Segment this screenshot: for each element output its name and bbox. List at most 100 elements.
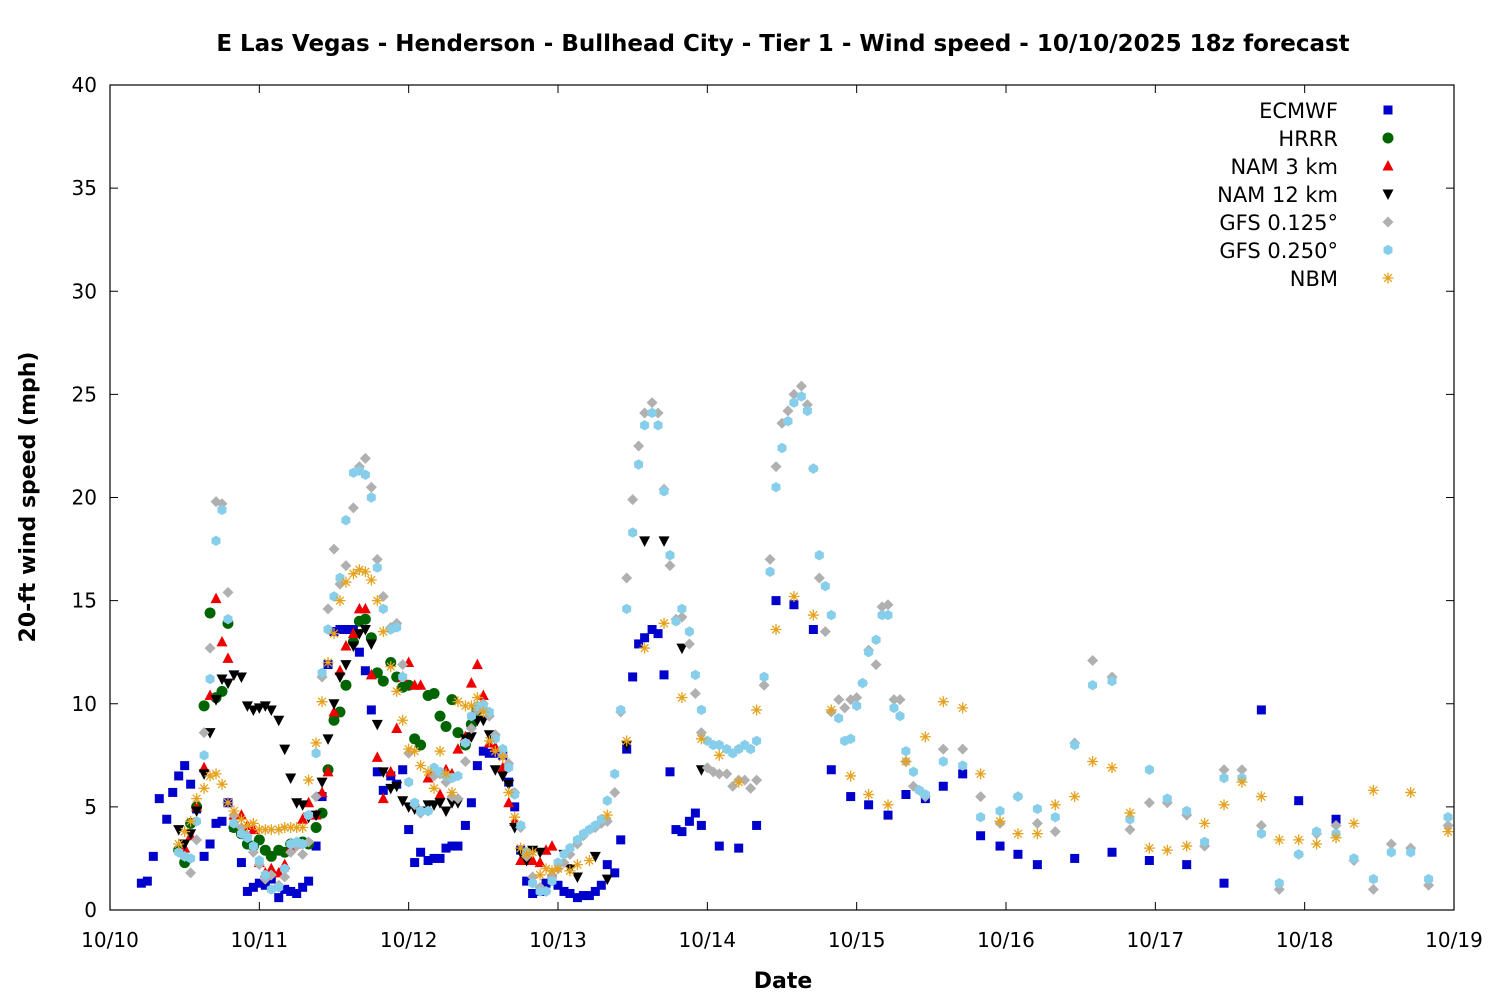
- data-point: [398, 671, 408, 683]
- data-point: [466, 798, 476, 808]
- data-point: [471, 692, 483, 704]
- legend-label: HRRR: [1278, 127, 1338, 151]
- data-point: [247, 705, 259, 716]
- data-point: [222, 652, 234, 663]
- data-point: [311, 841, 321, 851]
- data-point: [864, 647, 874, 658]
- data-point: [1144, 764, 1154, 775]
- data-point: [185, 867, 197, 879]
- data-point: [851, 692, 863, 704]
- data-point: [546, 840, 558, 851]
- data-point: [658, 536, 670, 547]
- data-point: [937, 743, 949, 755]
- data-point: [329, 591, 339, 602]
- data-point: [397, 796, 409, 807]
- data-point: [527, 854, 539, 865]
- data-point: [789, 397, 799, 408]
- data-point: [323, 624, 333, 635]
- data-point: [265, 705, 277, 716]
- x-tick-label: 10/19: [1425, 928, 1483, 952]
- data-point: [510, 802, 520, 812]
- data-point: [440, 720, 452, 732]
- data-point: [571, 872, 583, 883]
- data-point: [359, 452, 371, 464]
- data-point: [659, 670, 669, 680]
- series-nbm: [173, 564, 1454, 881]
- data-point: [328, 628, 340, 640]
- y-tick-label: 35: [72, 176, 97, 200]
- x-tick-label: 10/15: [828, 928, 886, 952]
- data-point: [852, 700, 862, 711]
- data-point: [192, 816, 202, 827]
- data-point: [1274, 878, 1284, 889]
- data-point: [241, 819, 253, 831]
- data-point: [341, 515, 351, 526]
- data-point: [1049, 826, 1061, 838]
- data-point: [864, 800, 874, 810]
- data-point: [1330, 832, 1342, 844]
- data-point: [229, 818, 239, 829]
- data-point: [565, 842, 575, 854]
- data-point: [1312, 826, 1322, 837]
- data-point: [522, 876, 532, 886]
- data-point: [1143, 842, 1155, 854]
- x-tick-label: 10/10: [81, 928, 139, 952]
- data-point: [466, 710, 476, 722]
- data-point: [908, 766, 918, 777]
- data-point: [409, 745, 421, 757]
- data-point: [453, 841, 463, 851]
- data-point: [392, 622, 402, 633]
- data-point: [534, 869, 546, 881]
- data-point: [1032, 860, 1042, 870]
- data-point: [1182, 860, 1192, 870]
- data-point: [770, 461, 782, 473]
- data-point: [210, 592, 222, 604]
- data-point: [415, 679, 427, 690]
- series-ecmwf: [136, 596, 1341, 903]
- data-point: [253, 703, 265, 714]
- data-point: [391, 685, 403, 697]
- data-point: [198, 727, 210, 739]
- data-point: [559, 886, 569, 896]
- data-point: [1218, 764, 1230, 776]
- data-point: [322, 734, 334, 745]
- data-point: [1031, 828, 1043, 840]
- data-point: [572, 893, 582, 903]
- data-point: [863, 789, 875, 800]
- data-point: [228, 805, 240, 817]
- data-point: [416, 847, 426, 857]
- data-point: [1161, 844, 1173, 856]
- data-point: [266, 884, 276, 895]
- data-point: [665, 767, 675, 777]
- data-point: [191, 793, 203, 805]
- data-point: [434, 745, 446, 757]
- data-point: [572, 834, 582, 846]
- data-point: [795, 380, 807, 392]
- data-point: [647, 407, 657, 419]
- data-point: [590, 886, 600, 896]
- legend-label: GFS 0.125°: [1219, 211, 1338, 235]
- data-point: [751, 704, 763, 716]
- data-point: [639, 536, 651, 547]
- data-point: [1367, 784, 1379, 796]
- data-point: [509, 811, 521, 823]
- data-point: [807, 609, 819, 621]
- data-point: [616, 835, 626, 845]
- data-point: [428, 800, 440, 811]
- data-point: [254, 855, 264, 866]
- legend-label: NBM: [1290, 267, 1338, 291]
- data-point: [975, 768, 987, 780]
- data-point: [280, 884, 290, 894]
- data-point: [839, 702, 851, 714]
- data-point: [1443, 812, 1453, 823]
- data-point: [186, 779, 196, 789]
- legend-marker: [1383, 244, 1393, 256]
- data-point: [602, 860, 612, 870]
- data-point: [541, 878, 551, 888]
- data-point: [217, 816, 227, 826]
- data-point: [148, 851, 158, 861]
- data-point: [198, 700, 210, 712]
- data-point: [328, 706, 340, 717]
- data-point: [322, 657, 334, 668]
